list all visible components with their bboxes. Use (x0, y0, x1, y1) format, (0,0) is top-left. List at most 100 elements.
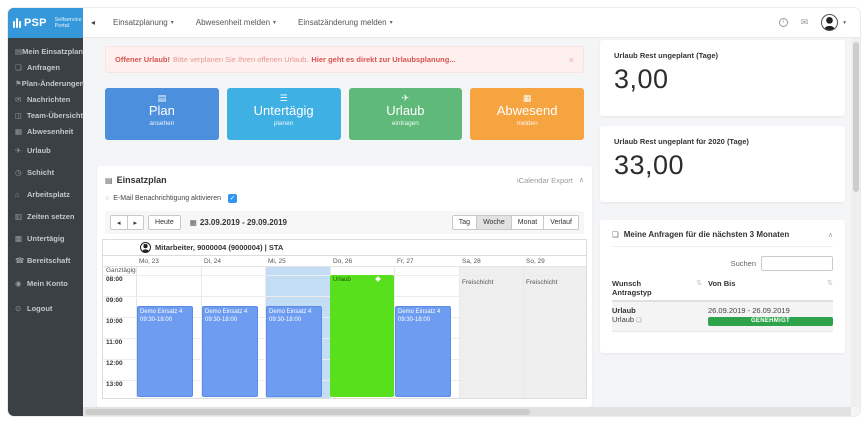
chevron-up-icon[interactable]: ∧ (578, 177, 584, 184)
alert-link[interactable]: Hier geht es direkt zur Urlaubsplanung..… (311, 55, 456, 64)
calendar-grid[interactable]: Ganztägig 08:00 09:00 10:00 11:00 12:00 … (103, 267, 586, 398)
time-label: 11:00 (106, 339, 123, 346)
workplace-icon: ⌂ (15, 189, 20, 199)
info-icon[interactable]: i (778, 18, 788, 27)
prev-button[interactable]: ◂ (110, 215, 128, 230)
menu-einsatzplanung[interactable]: Einsatzplanung ▾ (113, 18, 174, 27)
sort-icon[interactable]: ⇅ (827, 280, 833, 287)
view-verlauf-button[interactable]: Verlauf (544, 215, 579, 230)
sidebar-item-abwesenheit[interactable]: ▦ Abwesenheit (15, 126, 74, 136)
user-avatar[interactable] (821, 14, 839, 31)
sort-icon[interactable]: ⇅ (696, 280, 702, 287)
plan-icon: ▤ (105, 175, 113, 185)
view-monat-button[interactable]: Monat (511, 215, 545, 230)
chevron-up-icon[interactable]: ∧ (827, 231, 833, 239)
sidebar-item-anfragen[interactable]: ❏ Anfragen (15, 62, 60, 72)
today-button[interactable]: Heute (148, 215, 181, 230)
free-shift-label: Freischicht (462, 279, 494, 286)
left-column: Offener Urlaub! Bitte verplanen Sie Ihre… (97, 40, 592, 407)
shift-event[interactable]: Demo Einsatz 4 09:30-18:00 (202, 306, 258, 397)
clock-icon: ◷ (15, 167, 22, 177)
next-button[interactable]: ▸ (127, 215, 145, 230)
employee-label: Mitarbeiter, 9000004 (9000004) | STA (155, 243, 284, 252)
card-urlaub[interactable]: ✈ Urlaub eintragen (348, 88, 463, 140)
mail-icon[interactable]: ✉ (800, 17, 809, 27)
week-calendar: Mitarbeiter, 9000004 (9000004) | STA Mo,… (102, 239, 587, 399)
sidebar-collapse-arrow[interactable]: ◂ (91, 18, 96, 27)
calendar-icon: ▦ (189, 218, 197, 227)
horizontal-scrollbar[interactable] (83, 407, 851, 416)
shift-event[interactable]: Demo Einsatz 4 09:30-18:00 (266, 306, 322, 397)
card-plan[interactable]: ▤ Plan ansehen (105, 88, 219, 140)
email-notification-checkbox[interactable]: ✓ (228, 193, 238, 203)
diamond-marker (375, 276, 381, 282)
check-icon: ✓ (229, 194, 236, 202)
menu-abwesenheit-melden[interactable]: Abwesenheit melden ▾ (195, 18, 277, 27)
app-window: PSP Selfservice Portal ▤ Mein Einsatzplan … (8, 8, 860, 416)
vacation-remaining-card: Urlaub Rest ungeplant (Tage) 3,00 (600, 40, 845, 116)
sidebar-item-plan-aenderungen[interactable]: ⚑ Plan-Änderungen (15, 78, 85, 88)
mail-icon: ✉ (15, 94, 22, 104)
einsatzplan-header: ▤ Einsatzplan iCalendar Export ∧ (102, 174, 587, 186)
time-label: 12:00 (106, 360, 123, 367)
alert-title: Offener Urlaub! (115, 55, 171, 64)
phone-icon: ☎ (15, 255, 25, 265)
day-header: Do, 26 (333, 258, 353, 265)
request-row[interactable]: Urlaub Urlaub ❏ 26.09.2019 - 26.09.2019 … (612, 302, 833, 332)
sidebar-nav: ▤ Mein Einsatzplan ❏ Anfragen ⚑ Plan-Änderu… (8, 38, 85, 321)
my-requests-card: ❏ Meine Anfragen für die nächsten 3 Mona… (600, 220, 845, 353)
card-untertaegig[interactable]: ☰ Untertägig planen (226, 88, 341, 140)
quick-action-cards: ▤ Plan ansehen ☰ Untertägig planen ✈ Url… (105, 88, 584, 140)
column-header-wunsch-antragstyp[interactable]: Wunsch Antragstyp ⇅ (612, 279, 702, 297)
plan-icon: ▤ (15, 46, 23, 56)
brand-logo[interactable]: PSP Selfservice Portal (8, 8, 83, 38)
card-abwesend[interactable]: ▦ Abwesend melden (470, 88, 584, 140)
view-tag-button[interactable]: Tag (451, 215, 478, 230)
weekend-column-so (523, 267, 586, 398)
vacation-event[interactable]: Urlaub (330, 275, 394, 397)
requests-table-header: Wunsch Antragstyp ⇅ Von Bis ⇅ (612, 279, 833, 302)
shift-event[interactable]: Demo Einsatz 4 09:30-18:00 (395, 306, 451, 397)
vertical-scrollbar[interactable] (851, 38, 860, 407)
power-icon: ⊙ (15, 304, 22, 313)
time-label: 09:00 (106, 297, 123, 304)
menu-einsatzaenderung-melden[interactable]: Einsatzänderung melden ▾ (298, 18, 393, 27)
time-label: 08:00 (106, 276, 123, 283)
topbar-menus: Einsatzplanung ▾ Abwesenheit melden ▾ Eins… (113, 18, 393, 27)
requests-icon: ❏ (612, 230, 619, 239)
horizontal-scrollbar-thumb[interactable] (85, 408, 531, 415)
sidebar-item-zeiten-setzen[interactable]: ▥ Zeiten setzen (15, 211, 75, 221)
requests-icon: ❏ (15, 62, 22, 72)
chevron-down-icon[interactable]: ▾ (843, 19, 846, 26)
column-header-von-bis[interactable]: Von Bis ⇅ (708, 279, 833, 297)
gutter-line (136, 267, 137, 398)
comment-icon: ❏ (636, 318, 642, 324)
sidebar-item-urlaub[interactable]: ✈ Urlaub (15, 145, 51, 155)
sidebar-item-schicht[interactable]: ◷ Schicht (15, 167, 55, 177)
sidebar-item-mein-einsatzplan[interactable]: ▤ Mein Einsatzplan (15, 46, 83, 56)
panel-title: Einsatzplan (116, 175, 167, 185)
vertical-scrollbar-thumb[interactable] (852, 42, 859, 192)
main-content: Offener Urlaub! Bitte verplanen Sie Ihre… (83, 38, 851, 407)
sidebar-item-nachrichten[interactable]: ✉ Nachrichten (15, 94, 71, 104)
requests-search-row: Suchen (612, 256, 833, 271)
shift-event[interactable]: Demo Einsatz 4 09:30-18:00 (137, 306, 193, 397)
sidebar-item-untertaegig[interactable]: ▩ Untertägig (15, 233, 65, 243)
view-woche-button[interactable]: Woche (477, 215, 512, 230)
sidebar-item-logout[interactable]: ⊙ Logout (15, 304, 53, 313)
close-icon[interactable]: × (568, 54, 574, 65)
plan-icon: ▤ (157, 93, 167, 103)
sidebar-item-arbeitsplatz[interactable]: ⌂ Arbeitsplatz (15, 189, 70, 199)
icalendar-export-link[interactable]: iCalendar Export (517, 175, 573, 185)
brand-name: PSP (24, 17, 47, 29)
view-switcher: Tag Woche Monat Verlauf (451, 215, 579, 230)
requests-search-input[interactable] (761, 256, 833, 271)
sidebar-item-mein-konto[interactable]: ◉ Mein Konto (15, 279, 68, 288)
email-notification-label: E-Mail Benachrichtigung aktivieren (113, 194, 222, 202)
request-date-range: 26.09.2019 - 26.09.2019 (708, 306, 790, 315)
status-badge: GENEHMIGT (708, 317, 833, 326)
sidebar-item-team-uebersicht[interactable]: ◫ Team-Übersicht (15, 110, 83, 120)
sidebar-item-bereitschaft[interactable]: ☎ Bereitschaft (15, 255, 71, 265)
day-header: Mi, 25 (268, 258, 286, 265)
account-icon: ◉ (15, 279, 22, 288)
